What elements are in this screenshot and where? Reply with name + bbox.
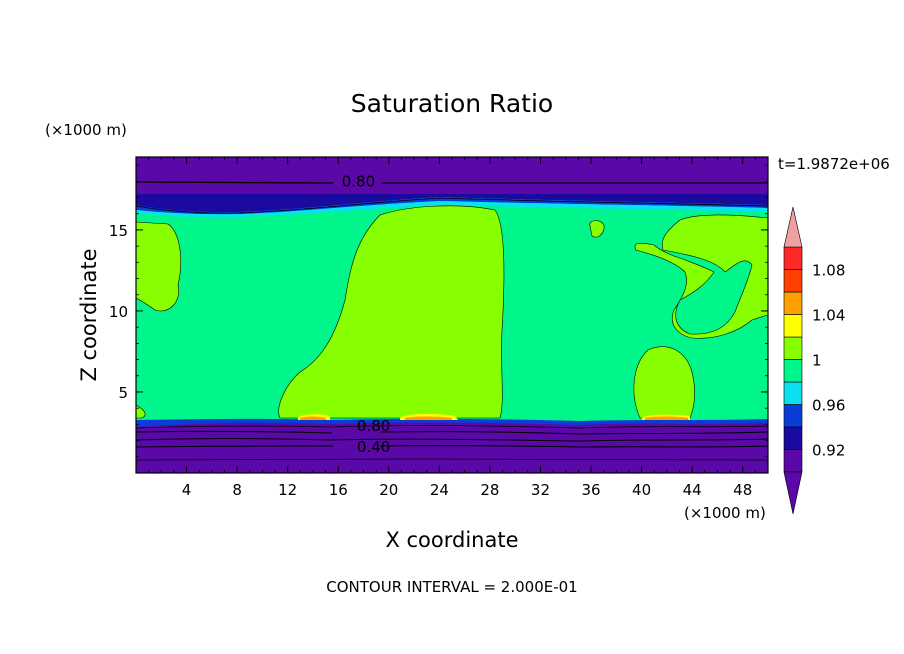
contour-interval-footer: CONTOUR INTERVAL = 2.000E-01 [326,578,577,596]
x-tick-label: 12 [278,481,297,499]
contour-line-lower-060 [136,438,768,442]
contour-label: 0.40 [357,438,390,456]
colorbar-segment [783,449,803,473]
contour-line-lower-040 [136,445,768,448]
contour-line-lower-edge [136,425,768,429]
lower-transition-blue [136,418,768,427]
colorbar-segment [783,314,803,338]
y-tick-label: 5 [118,384,128,402]
colorbar-tick-label: 0.96 [812,397,845,415]
upper-transition-dark [136,194,768,213]
colorbar-segment [783,359,803,383]
y-axis-label: Z coordinate [77,248,101,381]
colorbar-tick-label: 1.04 [812,307,845,325]
time-label: t=1.9872e+06 [778,155,890,173]
x-tick-label: 8 [232,481,242,499]
colorbar-segment [783,404,803,428]
colorbar-tick-label: 1 [812,352,822,370]
right-upper-region [634,214,768,339]
contour-labels: 0.80 0.80 0.40 [342,172,391,456]
colorbar-segment [783,291,803,315]
contour-line-lower-080 [136,430,768,435]
y-tick-label: 10 [109,303,128,321]
right-lower-region [633,346,695,419]
x-unit-label: (×1000 m) [684,504,766,522]
chart-title: Saturation Ratio [351,89,553,118]
x-tick-label: 4 [182,481,192,499]
peak-base-center [300,416,452,420]
field-plot [136,157,768,473]
colorbar-segment [783,336,803,360]
x-tick-label: 28 [480,481,499,499]
x-tick-label: 20 [379,481,398,499]
x-axis-label: X coordinate [385,528,518,552]
contour-line-lower-020 [136,458,768,461]
colorbar-segment [783,381,803,405]
colorbar-under-triangle [783,471,803,515]
colorbar: 0.92 0.96 1 1.04 1.08 [783,206,845,515]
peak-base-right [645,416,688,420]
x-tick-label: 44 [683,481,702,499]
colorbar-segment [783,426,803,450]
x-tick-label: 40 [632,481,651,499]
x-tick-label: 36 [581,481,600,499]
contour-line-upper-080 [136,181,768,184]
colorbar-tick-label: 0.92 [812,442,845,460]
y-unit-label: (×1000 m) [45,121,127,139]
x-tick-label: 24 [430,481,449,499]
upper-transition-cyan [136,201,768,218]
colorbar-tick-label: 1.08 [812,262,845,280]
left-moist-region [136,221,182,312]
x-tick-label: 32 [531,481,550,499]
central-moist-region [278,205,505,419]
contour-line-upper-edge [136,197,768,214]
colorbar-over-triangle [783,206,803,248]
colorbar-segment [783,246,803,270]
contour-label: 0.80 [357,417,390,435]
x-tick-label: 48 [733,481,752,499]
y-tick-label: 15 [109,222,128,240]
small-moist-patch [589,220,605,238]
x-tick-label: 16 [329,481,348,499]
upper-dry-layer [136,157,768,194]
contour-label: 0.80 [342,172,375,190]
colorbar-segment [783,269,803,293]
